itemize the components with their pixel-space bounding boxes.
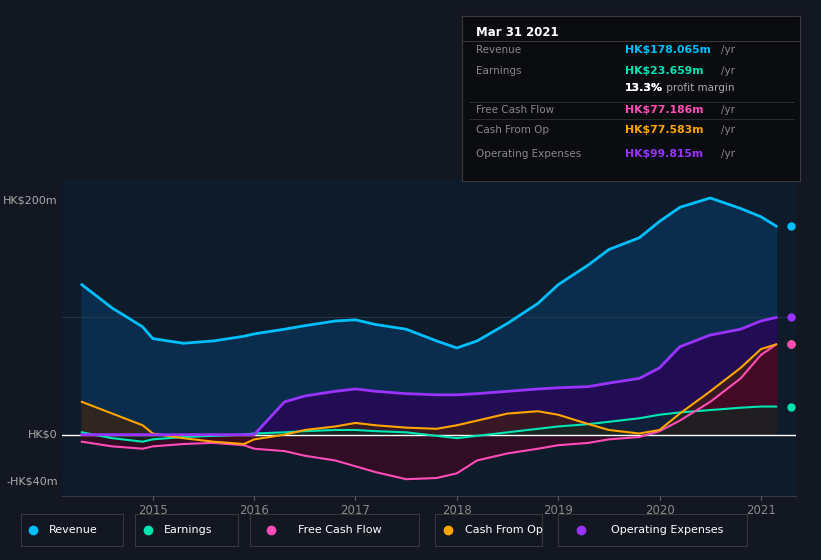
- Text: Cash From Op: Cash From Op: [465, 525, 543, 535]
- Text: HK$178.065m: HK$178.065m: [625, 45, 710, 55]
- Text: HK$200m: HK$200m: [3, 195, 58, 206]
- Text: HK$0: HK$0: [28, 430, 58, 440]
- Text: profit margin: profit margin: [663, 82, 735, 92]
- Text: Revenue: Revenue: [49, 525, 98, 535]
- Text: Earnings: Earnings: [164, 525, 213, 535]
- Text: Mar 31 2021: Mar 31 2021: [475, 26, 558, 39]
- Text: Free Cash Flow: Free Cash Flow: [297, 525, 381, 535]
- Text: /yr: /yr: [721, 66, 735, 76]
- Text: Revenue: Revenue: [475, 45, 521, 55]
- Text: HK$99.815m: HK$99.815m: [625, 148, 703, 158]
- Text: -HK$40m: -HK$40m: [7, 477, 58, 487]
- Text: HK$77.186m: HK$77.186m: [625, 105, 703, 115]
- Text: Operating Expenses: Operating Expenses: [475, 148, 581, 158]
- Text: 13.3%: 13.3%: [625, 82, 663, 92]
- Text: /yr: /yr: [721, 45, 735, 55]
- Text: HK$77.583m: HK$77.583m: [625, 125, 703, 136]
- Text: /yr: /yr: [721, 125, 735, 136]
- Text: 13.3%: 13.3%: [625, 82, 663, 92]
- Text: Operating Expenses: Operating Expenses: [611, 525, 723, 535]
- Text: HK$23.659m: HK$23.659m: [625, 66, 703, 76]
- Text: Cash From Op: Cash From Op: [475, 125, 548, 136]
- Text: /yr: /yr: [721, 105, 735, 115]
- Text: /yr: /yr: [721, 148, 735, 158]
- Text: Free Cash Flow: Free Cash Flow: [475, 105, 554, 115]
- Text: Earnings: Earnings: [475, 66, 521, 76]
